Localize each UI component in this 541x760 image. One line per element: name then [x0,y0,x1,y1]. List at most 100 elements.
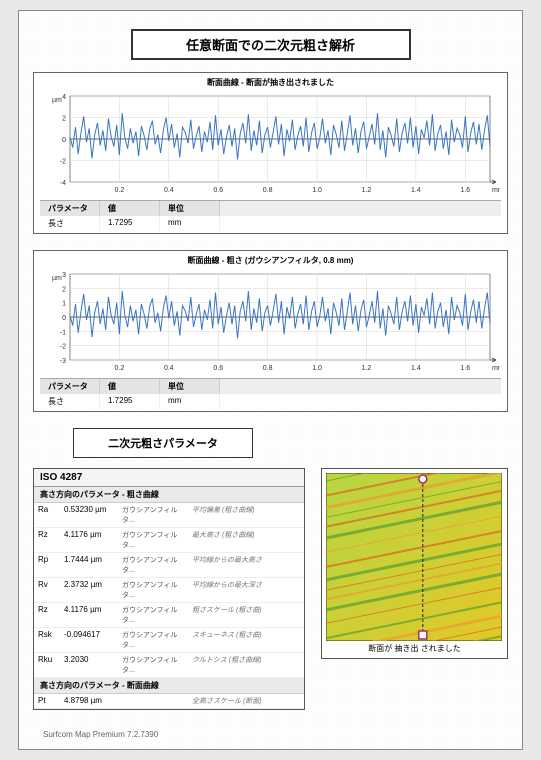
td-unit: mm [160,394,220,409]
svg-text:-2: -2 [60,159,66,166]
iso-desc: 平均線からの最大深さ [188,578,304,602]
iso-sym: Rz [34,528,60,552]
iso-desc: 平均偏差 (粗さ曲線) [188,503,304,527]
iso-sym: Rp [34,553,60,577]
td-label: 長さ [40,216,100,231]
chart1-param-header: パラメータ 値 単位 [40,200,501,216]
iso-val: 1.7444 µm [60,553,118,577]
svg-text:1.2: 1.2 [362,365,372,372]
map-block: 断面が 抽き出 されました [321,468,508,659]
map-caption: 断面が 抽き出 されました [326,641,503,654]
svg-text:0.6: 0.6 [213,187,223,194]
iso-row: Rz4.1176 µmガウシアンフィルタ...最大高さ (粗さ曲線) [34,528,304,553]
svg-text:µm: µm [52,275,62,282]
svg-text:1: 1 [62,301,66,308]
svg-text:0.8: 0.8 [263,187,273,194]
th-unit: 単位 [160,201,220,216]
iso-row: Ra0.53230 µmガウシアンフィルタ...平均偏差 (粗さ曲線) [34,503,304,528]
bottom-row: ISO 4287 高さ方向のパラメータ - 粗さ曲線 Ra0.53230 µmガ… [33,468,508,710]
footer-text: Surfcom Map Premium 7.2.7390 [43,730,158,739]
svg-text:0.4: 0.4 [164,365,174,372]
svg-text:-4: -4 [60,180,66,187]
svg-text:1.4: 1.4 [411,365,421,372]
iso-row: Rp1.7444 µmガウシアンフィルタ...平均線からの最大高さ [34,553,304,578]
map-image [326,473,502,641]
iso-filt: ガウシアンフィルタ... [118,603,188,627]
page-title-box: 任意断面での二次元粗さ解析 [131,29,411,60]
svg-text:0.6: 0.6 [213,365,223,372]
svg-text:-1: -1 [60,329,66,336]
svg-text:1.0: 1.0 [312,365,322,372]
iso-sym: Ra [34,503,60,527]
svg-text:0.2: 0.2 [115,187,125,194]
iso-filt: ガウシアンフィルタ... [118,578,188,602]
iso-val: 2.3732 µm [60,578,118,602]
chart1-block: 断面曲線 - 断面が抽き出されました -4 -2 0 2 4 0.2 0.4 0.6 0.8 1.… [33,72,508,234]
iso-desc: 平均線からの最大高さ [188,553,304,577]
iso-val: 4.1176 µm [60,528,118,552]
iso-desc: 最大高さ (粗さ曲線) [188,528,304,552]
th-unit: 単位 [160,379,220,394]
section2-title-box: 二次元粗さパラメータ [73,428,253,458]
iso-val: -0.094617 [60,628,118,652]
svg-text:-3: -3 [60,358,66,365]
svg-text:0.8: 0.8 [263,365,273,372]
iso-val: 4.8798 µm [60,694,118,708]
iso-filt: ガウシアンフィルタ... [118,628,188,652]
iso-row: Rz4.1176 µmガウシアンフィルタ...粗さスケール (粗さ曲) [34,603,304,628]
iso-desc: クルトシス (粗さ曲線) [188,653,304,677]
svg-text:0: 0 [62,137,66,144]
iso-desc: 粗さスケール (粗さ曲) [188,603,304,627]
iso-sym: Pt [34,694,60,708]
page: 任意断面での二次元粗さ解析 断面曲線 - 断面が抽き出されました -4 -2 0 2 4… [18,10,523,750]
svg-text:mm: mm [492,187,500,194]
chart2-param-header: パラメータ 値 単位 [40,378,501,394]
iso-sym: Rku [34,653,60,677]
iso-sym: Rsk [34,628,60,652]
td-label: 長さ [40,394,100,409]
svg-text:2: 2 [62,286,66,293]
th-value: 値 [100,201,160,216]
chart2-title: 断面曲線 - 粗さ (ガウシアンフィルタ, 0.8 mm) [40,255,501,266]
td-unit: mm [160,216,220,231]
iso-sym: Rz [34,603,60,627]
iso-row: Rsk-0.094617ガウシアンフィルタ...スキューネス (粗さ曲) [34,628,304,653]
iso-filt: ガウシアンフィルタ... [118,553,188,577]
iso-desc: 全高さスケール (断面) [188,694,304,708]
td-value: 1.7295 [100,394,160,409]
svg-text:-2: -2 [60,344,66,351]
svg-text:0.4: 0.4 [164,187,174,194]
iso-filt [118,694,188,708]
chart1-title: 断面曲線 - 断面が抽き出されました [40,77,501,88]
svg-text:0: 0 [62,315,66,322]
svg-text:4: 4 [62,94,66,101]
svg-text:2: 2 [62,116,66,123]
svg-text:1.6: 1.6 [460,187,470,194]
svg-text:3: 3 [62,272,66,279]
svg-text:mm: mm [492,365,500,372]
svg-text:1.6: 1.6 [460,365,470,372]
th-param: パラメータ [40,201,100,216]
th-value: 値 [100,379,160,394]
svg-text:1.4: 1.4 [411,187,421,194]
iso-sub2: 高さ方向のパラメータ - 断面曲線 [34,678,304,694]
iso-table: ISO 4287 高さ方向のパラメータ - 粗さ曲線 Ra0.53230 µmガ… [33,468,305,710]
iso-val: 0.53230 µm [60,503,118,527]
svg-text:1.0: 1.0 [312,187,322,194]
section2-title: 二次元粗さパラメータ [108,438,218,450]
td-value: 1.7295 [100,216,160,231]
iso-header: ISO 4287 [34,469,304,487]
chart2-plot: -3-2-101230.20.40.60.81.01.21.41.6µmmm [40,268,500,378]
iso-filt: ガウシアンフィルタ... [118,503,188,527]
iso-filt: ガウシアンフィルタ... [118,653,188,677]
page-title: 任意断面での二次元粗さ解析 [186,38,355,53]
svg-text:µm: µm [52,97,62,104]
iso-sym: Rv [34,578,60,602]
chart2-param-row: 長さ 1.7295 mm [40,394,501,409]
iso-val: 4.1176 µm [60,603,118,627]
iso-filt: ガウシアンフィルタ... [118,528,188,552]
chart1-param-row: 長さ 1.7295 mm [40,216,501,231]
iso-row: Rku3.2030ガウシアンフィルタ...クルトシス (粗さ曲線) [34,653,304,678]
iso-desc: スキューネス (粗さ曲) [188,628,304,652]
iso-row: Pt4.8798 µm 全高さスケール (断面) [34,694,304,709]
